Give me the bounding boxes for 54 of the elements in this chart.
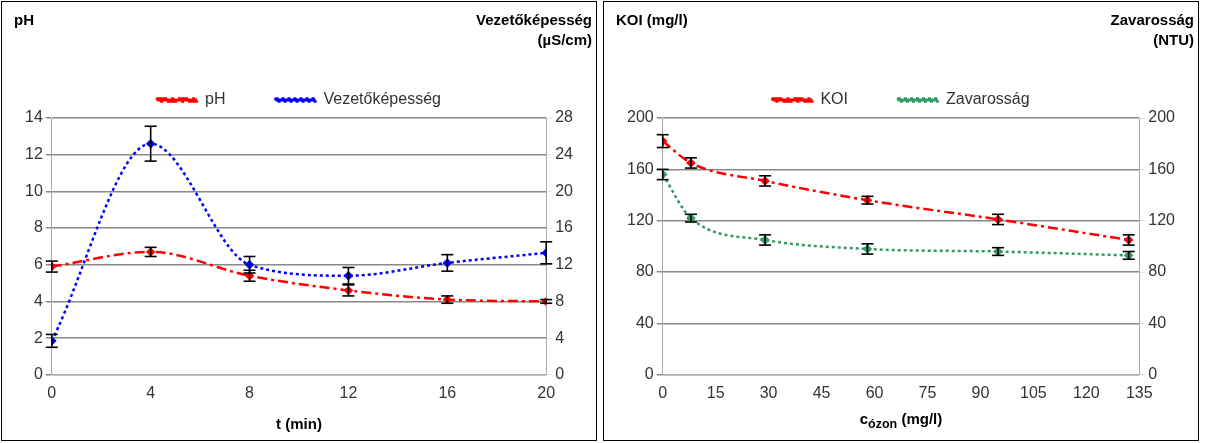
x-tick-label: 8 [245,383,255,401]
y2-tick-label: 0 [555,365,565,383]
x-tick-label: 45 [812,383,831,401]
y-tick-label: 2 [33,328,43,346]
x-axis-title: t (min) [275,414,323,434]
y2-tick-label: 8 [555,291,565,309]
x-tick-label: 16 [438,383,457,401]
y-tick-label: 200 [626,108,654,126]
y-tick-label: 0 [644,365,654,383]
y-tick-label: 10 [25,181,43,199]
y-axis-title: KOI (mg/l) [616,10,689,30]
y-tick-label: 40 [635,313,654,331]
y2-tick-label: 200 [1148,108,1176,126]
x-tick-label: 4 [146,383,156,401]
y2-tick-label: 80 [1148,262,1167,280]
y2-tick-label: 40 [1148,313,1167,331]
y-tick-label: 12 [25,145,43,163]
y-axis-title: pH [14,10,35,30]
x-tick-label: 135 [1125,383,1153,401]
x-tick-label: 60 [865,383,884,401]
x-tick-label: 15 [706,383,725,401]
legend-label: Zavarosság [945,90,1030,108]
x-tick-label: 12 [339,383,358,401]
x-axis-title: c$_{ózon}$ (mg/l) [858,409,944,433]
y-tick-label: 0 [33,365,43,383]
y2-axis-title: Zavarosság (NTU) [1109,10,1194,50]
x-tick-label: 20 [537,383,556,401]
y2-tick-label: 160 [1148,159,1176,177]
y-tick-label: 6 [33,255,43,273]
x-tick-label: 105 [1020,383,1047,401]
x-tick-label: 30 [759,383,778,401]
y-tick-label: 80 [635,262,654,280]
y2-tick-label: 4 [555,328,565,346]
legend-label: KOI [820,90,848,108]
y2-tick-label: 0 [1148,365,1158,383]
y2-tick-label: 120 [1148,211,1176,229]
x-tick-label: 0 [658,383,668,401]
x-tick-label: 75 [918,383,937,401]
y-tick-label: 4 [33,291,43,309]
x-tick-label: 120 [1073,383,1100,401]
x-tick-label: 0 [47,383,57,401]
y2-tick-label: 20 [555,181,574,199]
y2-tick-label: 24 [555,145,574,163]
y2-axis-title: Vezetőképesség (µS/cm) [475,10,592,50]
y-tick-label: 160 [626,159,654,177]
y-tick-label: 14 [25,108,43,126]
y2-tick-label: 28 [555,108,574,126]
y-tick-label: 120 [626,211,654,229]
legend-label: pH [205,90,226,108]
legend-label: Vezetőképesség [323,90,441,108]
x-tick-label: 90 [971,383,990,401]
y2-tick-label: 12 [555,255,574,273]
y2-tick-label: 16 [555,218,574,236]
y-tick-label: 8 [33,218,43,236]
